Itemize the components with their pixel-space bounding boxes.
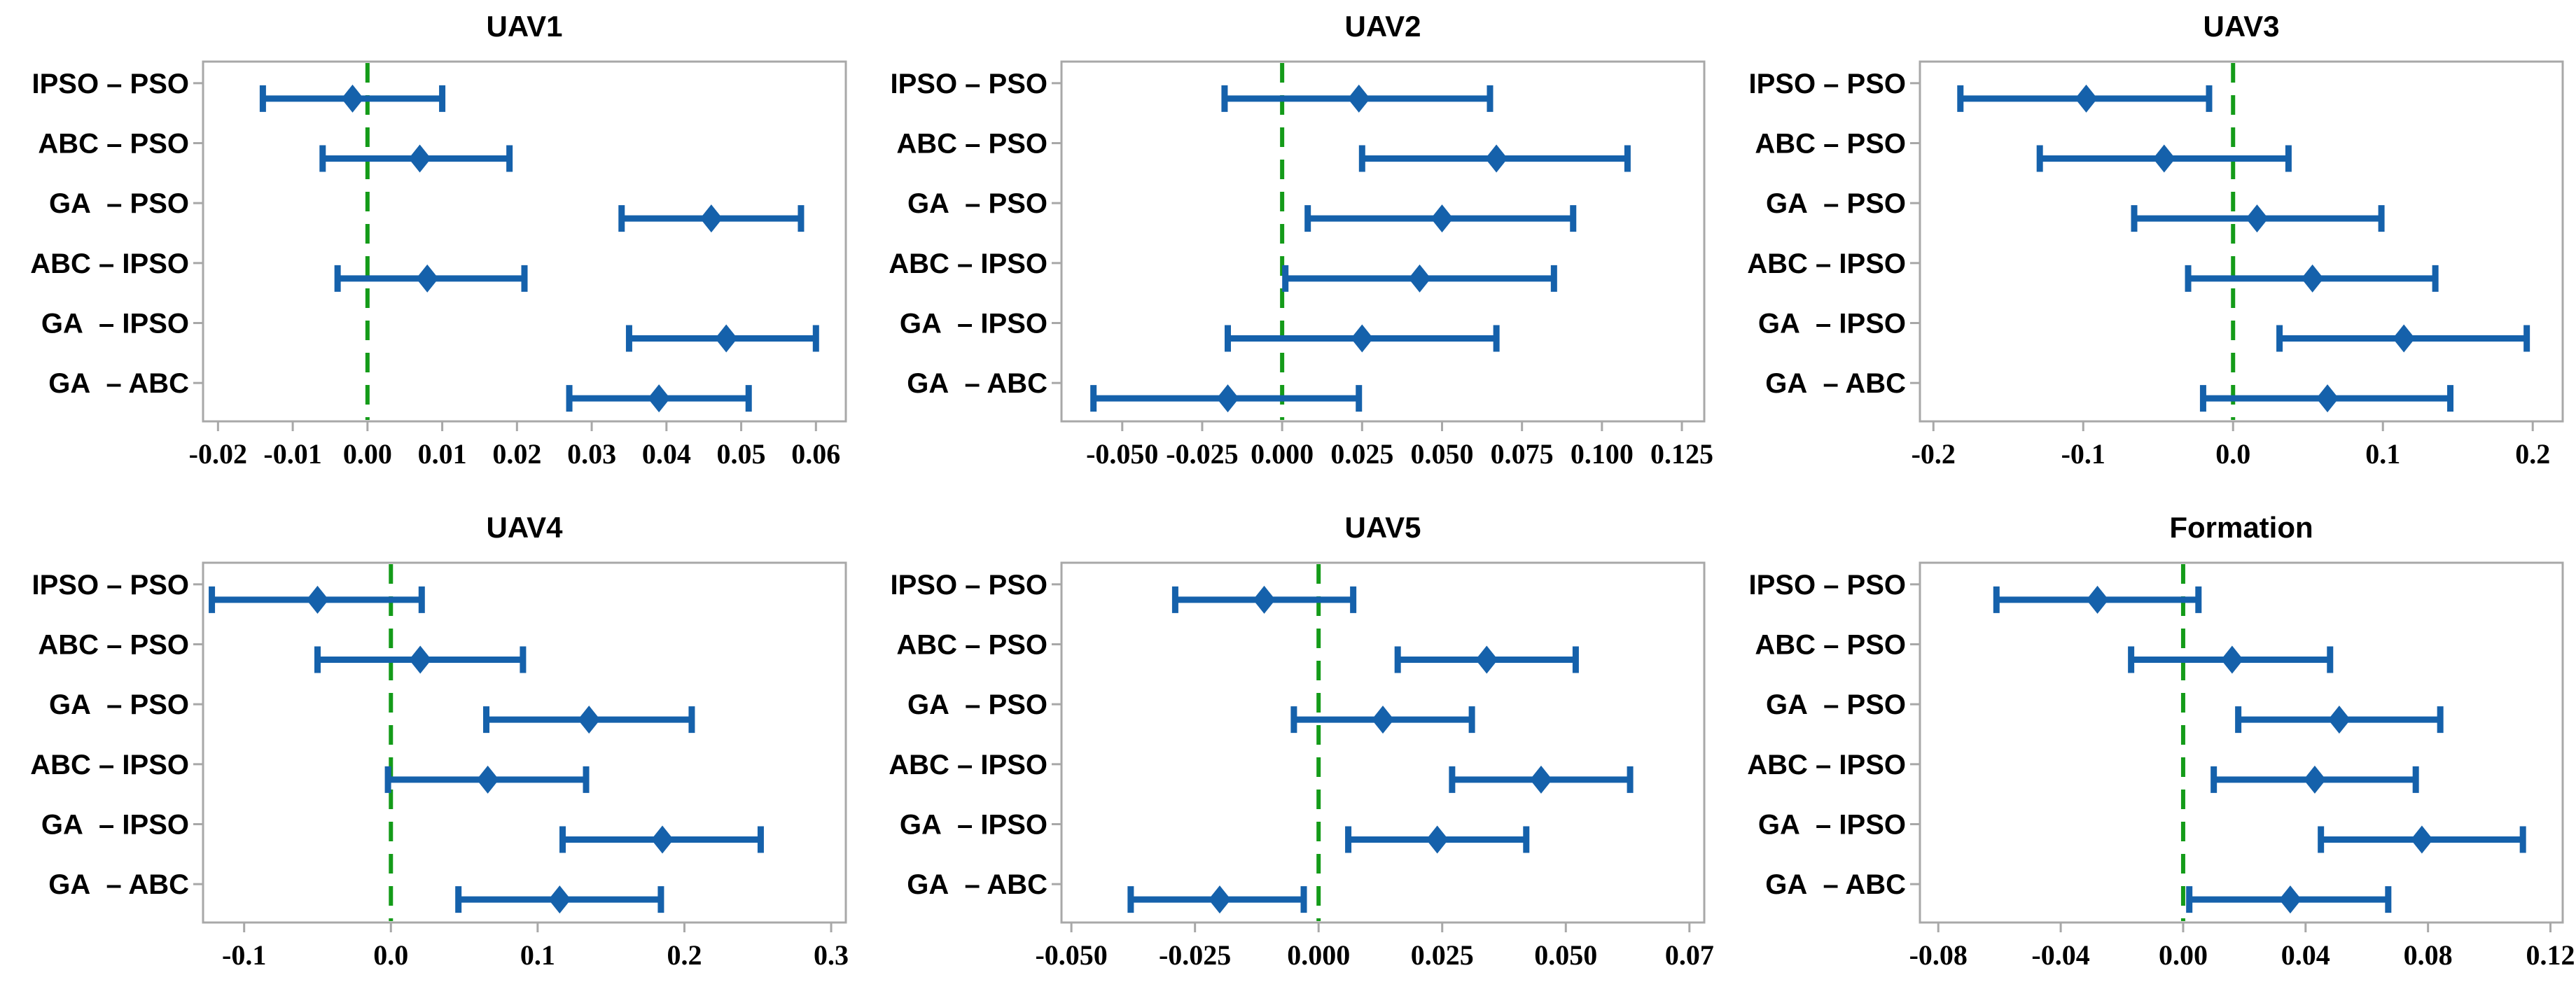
svg-text:0.1: 0.1 (2365, 438, 2400, 470)
errorbar-plot-uav4: -0.1 0.0 0.1 0.2 0.3 IPSO – PSO ABC – PSO GA – … (30, 561, 849, 971)
svg-text:0.00: 0.00 (343, 438, 392, 470)
svg-text:-0.04: -0.04 (2031, 939, 2089, 971)
svg-text:0.075: 0.075 (1491, 438, 1554, 470)
subplot-formation: Formation -0.08 -0.04 0.00 0.04 0.08 0.12 IPSO… (1717, 501, 2575, 1002)
svg-text:0.125: 0.125 (1650, 438, 1713, 470)
svg-text:-0.050: -0.050 (1035, 939, 1107, 971)
svg-text:0.000: 0.000 (1287, 939, 1350, 971)
svg-text:0.08: 0.08 (2404, 939, 2453, 971)
svg-text:GA – ABC: GA – ABC (1765, 869, 1906, 900)
svg-text:-0.1: -0.1 (2061, 438, 2105, 470)
subplot-title-uav1: UAV1 (486, 10, 563, 43)
subplot-title-uav4: UAV4 (486, 511, 563, 544)
subplot-uav5: UAV5 -0.050 -0.025 0.000 0.025 0.050 0.07 IPSO… (858, 501, 1717, 1002)
svg-text:ABC – PSO: ABC – PSO (896, 630, 1047, 661)
errorbar-plot-uav2: -0.050 -0.025 0.000 0.025 0.050 0.075 0.100 0.1… (889, 60, 1713, 470)
subplot-uav4: UAV4 -0.1 0.0 0.1 0.2 0.3 IPSO – PSO ABC – PSO… (0, 501, 858, 1002)
svg-text:0.06: 0.06 (791, 438, 840, 470)
svg-text:GA – PSO: GA – PSO (1766, 689, 1906, 720)
svg-text:GA – IPSO: GA – IPSO (900, 309, 1047, 339)
svg-text:GA – IPSO: GA – IPSO (1758, 810, 1906, 841)
errorbar-plot-uav1: -0.02 -0.01 0.00 0.01 0.02 0.03 0.04 0.05 0.06 IP… (30, 60, 847, 470)
svg-text:0.1: 0.1 (520, 939, 555, 971)
svg-text:0.04: 0.04 (642, 438, 691, 470)
svg-text:0.07: 0.07 (1665, 939, 1714, 971)
svg-text:IPSO – PSO: IPSO – PSO (1748, 69, 1906, 99)
subplot-uav1: UAV1 -0.02 -0.01 0.00 0.01 0.02 0.03 0.04 0.05 0… (0, 0, 858, 501)
svg-text:0.2: 0.2 (2515, 438, 2550, 470)
svg-text:0.100: 0.100 (1571, 438, 1634, 470)
svg-text:ABC – PSO: ABC – PSO (1755, 129, 1906, 160)
svg-text:GA – PSO: GA – PSO (49, 689, 189, 720)
subplot-title-uav3: UAV3 (2203, 10, 2280, 43)
svg-text:-0.025: -0.025 (1166, 438, 1238, 470)
svg-text:0.03: 0.03 (567, 438, 616, 470)
svg-text:0.050: 0.050 (1410, 438, 1473, 470)
svg-text:IPSO – PSO: IPSO – PSO (1748, 570, 1906, 601)
svg-text:ABC – PSO: ABC – PSO (1755, 630, 1906, 661)
subplot-uav2: UAV2 -0.050 -0.025 0.000 0.025 0.050 0.075 0.1… (858, 0, 1717, 501)
svg-text:ABC – IPSO: ABC – IPSO (30, 750, 189, 780)
svg-text:GA – PSO: GA – PSO (49, 188, 189, 219)
svg-text:ABC – IPSO: ABC – IPSO (1747, 750, 1906, 780)
svg-text:-0.08: -0.08 (1909, 939, 1968, 971)
svg-text:0.000: 0.000 (1251, 438, 1314, 470)
svg-text:-0.02: -0.02 (189, 438, 247, 470)
svg-text:-0.025: -0.025 (1159, 939, 1231, 971)
svg-text:0.3: 0.3 (814, 939, 849, 971)
svg-text:ABC – PSO: ABC – PSO (38, 630, 189, 661)
svg-text:ABC – PSO: ABC – PSO (896, 129, 1047, 160)
svg-text:0.025: 0.025 (1411, 939, 1474, 971)
svg-text:ABC – IPSO: ABC – IPSO (889, 248, 1047, 279)
svg-text:0.01: 0.01 (418, 438, 467, 470)
svg-text:GA – PSO: GA – PSO (1766, 188, 1906, 219)
svg-text:GA – ABC: GA – ABC (48, 869, 189, 900)
svg-text:0.04: 0.04 (2281, 939, 2330, 971)
svg-text:GA – PSO: GA – PSO (907, 689, 1047, 720)
svg-text:GA – PSO: GA – PSO (907, 188, 1047, 219)
svg-text:0.2: 0.2 (667, 939, 702, 971)
svg-text:GA – IPSO: GA – IPSO (900, 810, 1047, 841)
errorbar-plot-uav5: -0.050 -0.025 0.000 0.025 0.050 0.07 IPSO – PS… (889, 561, 1714, 971)
svg-text:-0.01: -0.01 (263, 438, 321, 470)
svg-text:IPSO – PSO: IPSO – PSO (32, 69, 189, 99)
svg-text:ABC – IPSO: ABC – IPSO (889, 750, 1047, 780)
svg-text:0.05: 0.05 (717, 438, 766, 470)
svg-text:0.12: 0.12 (2526, 939, 2575, 971)
errorbar-plot-uav3: -0.2 -0.1 0.0 0.1 0.2 IPSO – PSO ABC – PSO GA –… (1747, 60, 2564, 470)
subplot-title-uav5: UAV5 (1344, 511, 1421, 544)
svg-text:-0.1: -0.1 (222, 939, 266, 971)
svg-text:GA – IPSO: GA – IPSO (1758, 309, 1906, 339)
svg-text:GA – ABC: GA – ABC (907, 869, 1047, 900)
svg-text:GA – ABC: GA – ABC (907, 368, 1047, 399)
errorbar-plot-formation: -0.08 -0.04 0.00 0.04 0.08 0.12 IPSO – PSO ABC … (1747, 561, 2575, 971)
svg-text:0.050: 0.050 (1534, 939, 1597, 971)
svg-text:GA – IPSO: GA – IPSO (41, 309, 189, 339)
svg-text:GA – ABC: GA – ABC (1765, 368, 1906, 399)
svg-text:ABC – PSO: ABC – PSO (38, 129, 189, 160)
svg-text:IPSO – PSO: IPSO – PSO (890, 570, 1047, 601)
svg-text:0.0: 0.0 (2215, 438, 2250, 470)
svg-text:ABC – IPSO: ABC – IPSO (30, 248, 189, 279)
svg-text:IPSO – PSO: IPSO – PSO (32, 570, 189, 601)
svg-text:-0.050: -0.050 (1086, 438, 1158, 470)
svg-text:0.00: 0.00 (2159, 939, 2208, 971)
subplot-title-uav2: UAV2 (1344, 10, 1421, 43)
svg-text:GA – ABC: GA – ABC (48, 368, 189, 399)
subplot-uav3: UAV3 -0.2 -0.1 0.0 0.1 0.2 IPSO – PSO ABC – PS… (1717, 0, 2575, 501)
svg-text:0.02: 0.02 (492, 438, 541, 470)
svg-text:0.025: 0.025 (1330, 438, 1393, 470)
svg-text:-0.2: -0.2 (1912, 438, 1956, 470)
svg-text:ABC – IPSO: ABC – IPSO (1747, 248, 1906, 279)
svg-text:IPSO – PSO: IPSO – PSO (890, 69, 1047, 99)
svg-text:0.0: 0.0 (373, 939, 408, 971)
svg-text:GA – IPSO: GA – IPSO (41, 810, 189, 841)
subplot-title-formation: Formation (2169, 511, 2313, 544)
